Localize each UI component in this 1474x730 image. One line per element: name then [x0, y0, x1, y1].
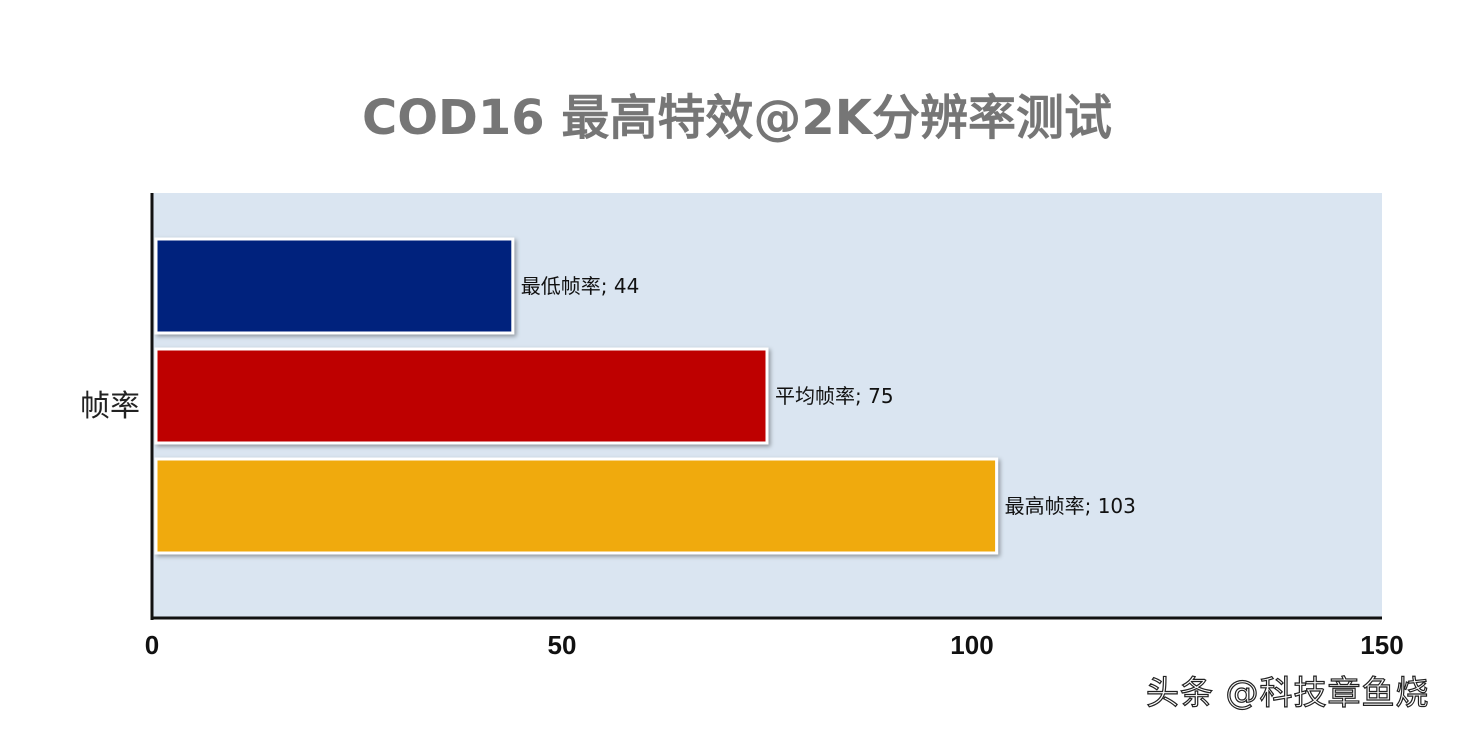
chart-title: COD16 最高特效@2K分辨率测试	[362, 90, 1112, 146]
x-tick-label: 0	[145, 630, 159, 660]
x-tick-label: 100	[950, 630, 993, 660]
data-label-3: 最高帧率; 103	[1005, 494, 1136, 518]
x-tick-label: 50	[548, 630, 577, 660]
category-label: 帧率	[80, 389, 140, 424]
data-label-1: 最低帧率; 44	[521, 274, 640, 298]
x-tick-label: 150	[1360, 630, 1403, 660]
bar-3	[154, 457, 999, 555]
bar-1	[154, 237, 515, 335]
bar-2	[154, 347, 769, 445]
data-label-2: 平均帧率; 75	[775, 384, 894, 408]
watermark: 头条 @科技章鱼烧	[1145, 672, 1430, 712]
